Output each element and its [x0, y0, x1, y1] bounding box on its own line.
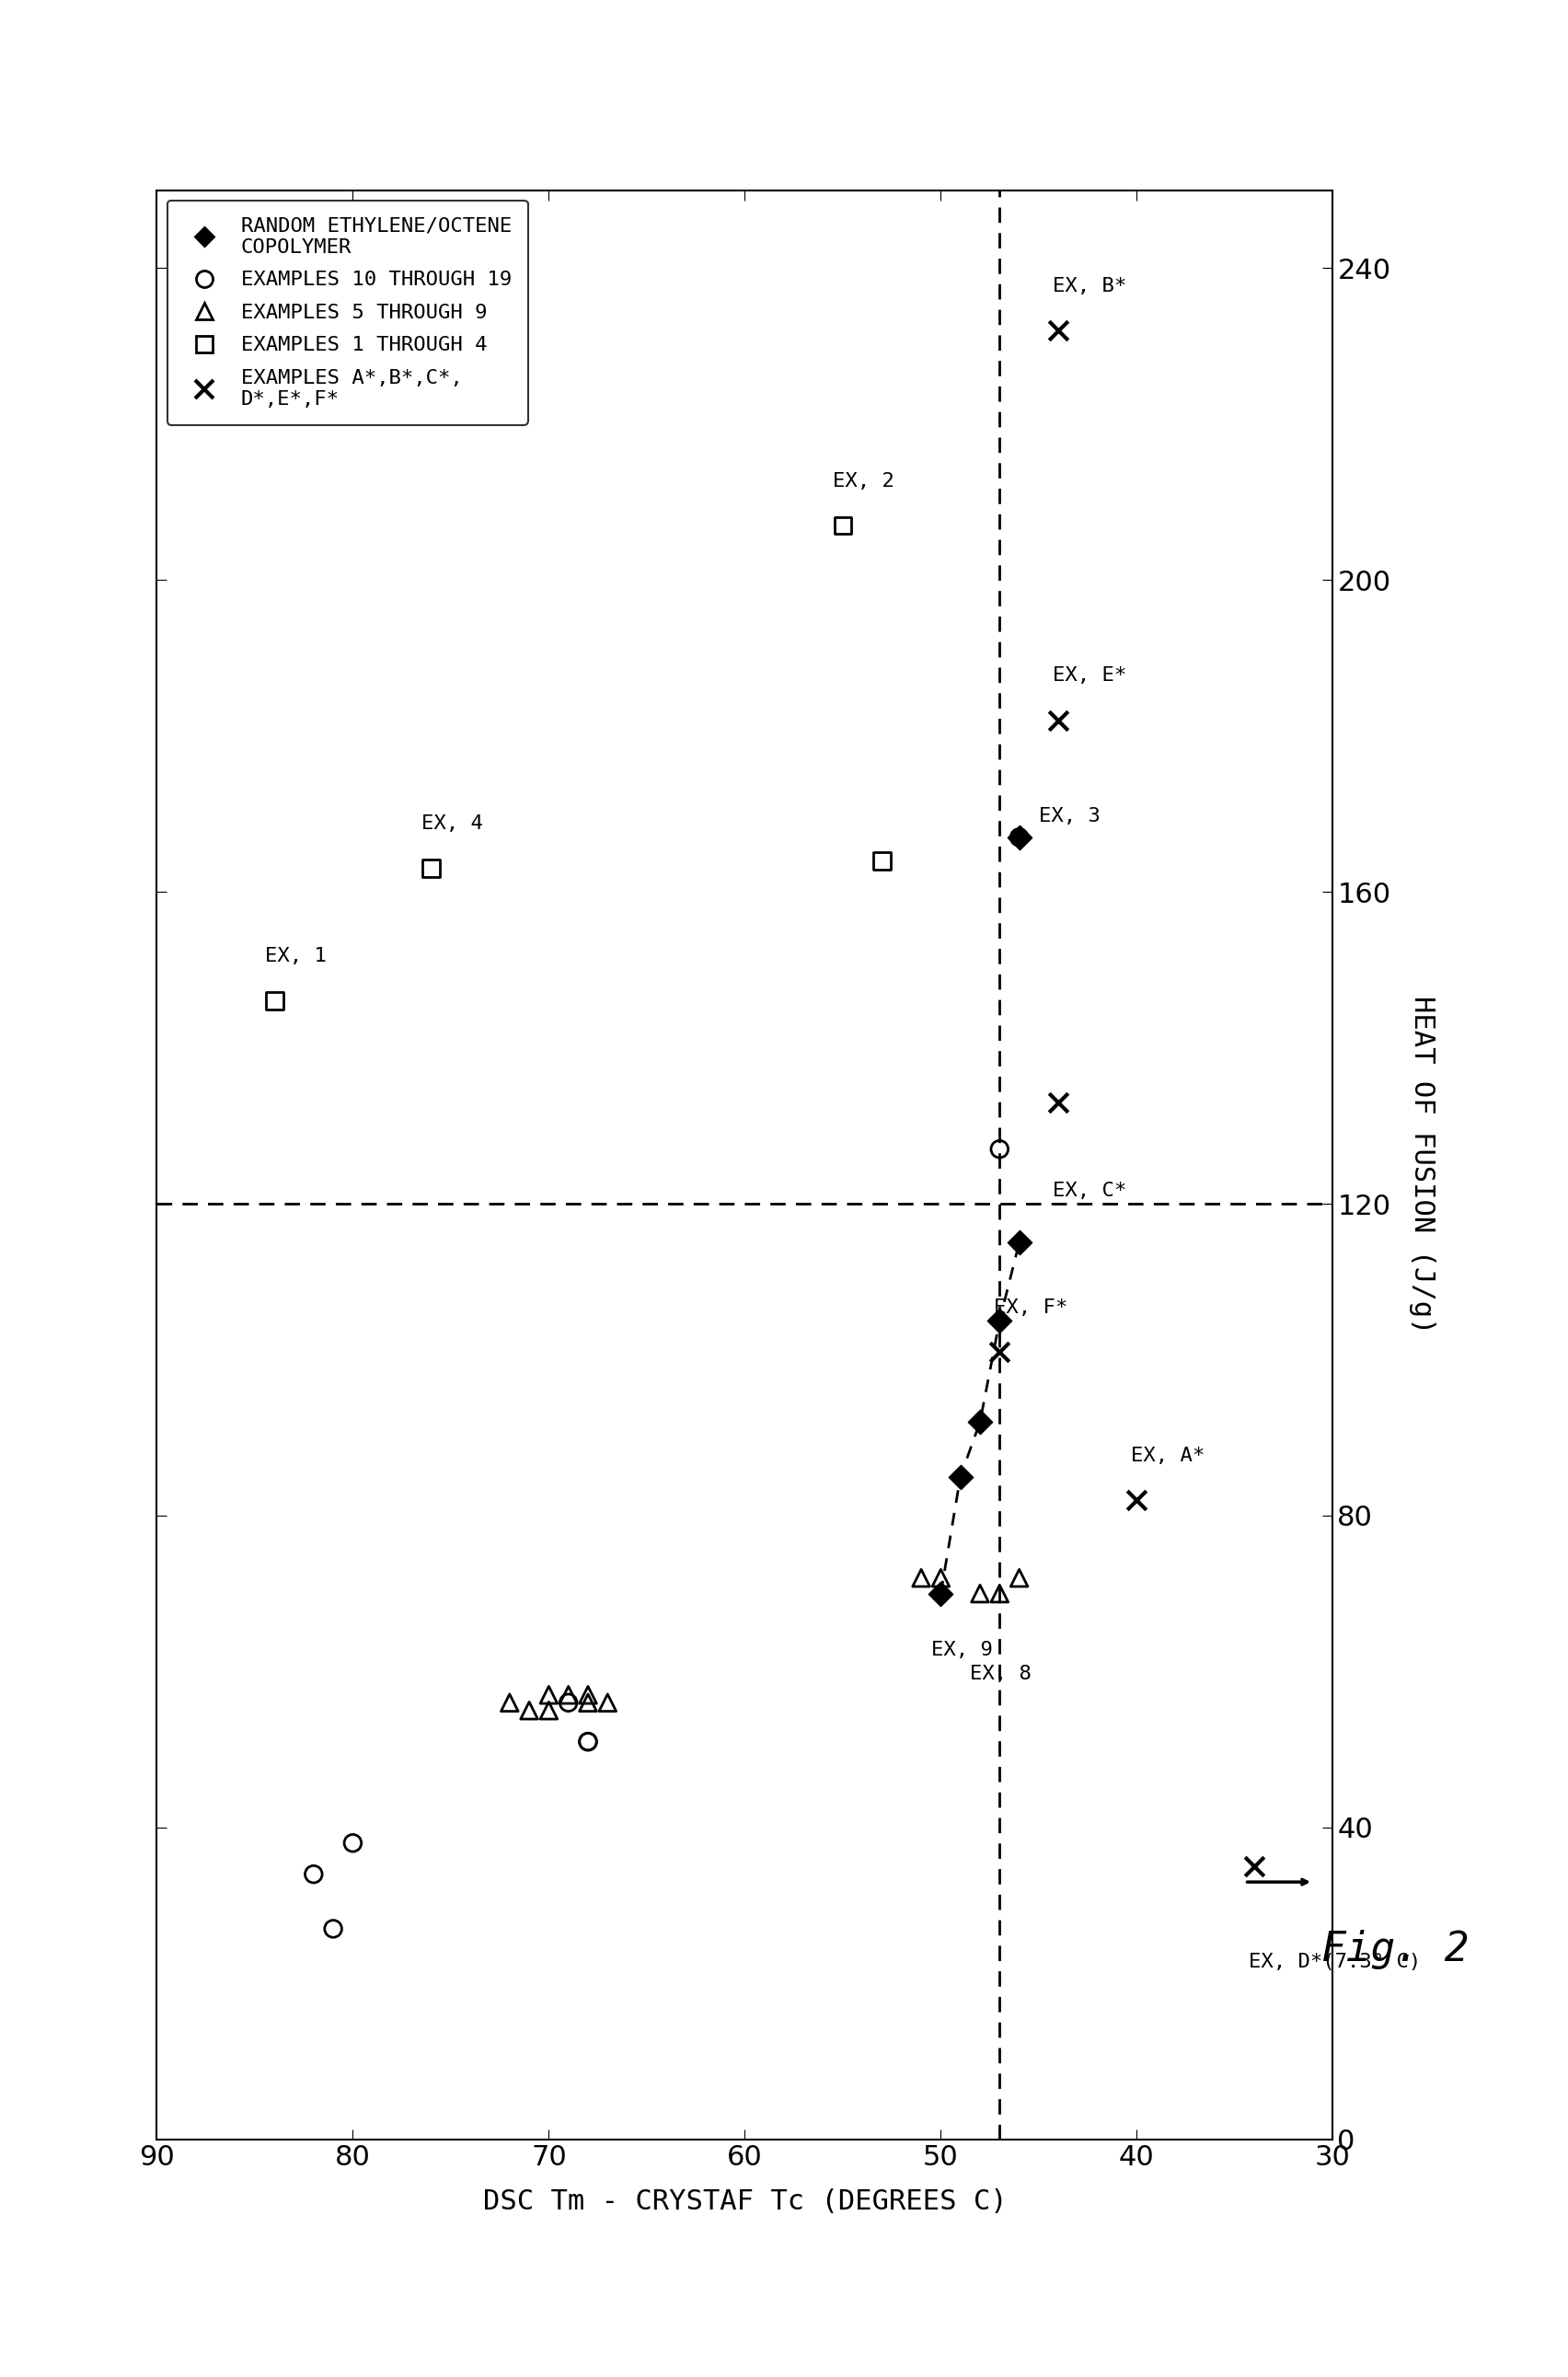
Point: [1046, 701, 1071, 739]
Text: EX, 3: EX, 3: [1038, 806, 1101, 825]
Text: EX, 4: EX, 4: [422, 815, 483, 834]
Point: [497, 1683, 522, 1721]
Point: [928, 1559, 953, 1597]
Point: [575, 1683, 601, 1721]
Legend: RANDOM ETHYLENE/OCTENE
COPOLYMER, EXAMPLES 10 THROUGH 19, EXAMPLES 5 THROUGH 9, : RANDOM ETHYLENE/OCTENE COPOLYMER, EXAMPL…: [168, 200, 528, 425]
Point: [1007, 1559, 1032, 1597]
Point: [986, 1574, 1011, 1612]
Point: [594, 1683, 619, 1721]
Point: [575, 1723, 601, 1761]
Text: EX, 1: EX, 1: [265, 948, 326, 965]
Text: EX, 9: EX, 9: [931, 1640, 993, 1659]
Text: EX, E*: EX, E*: [1052, 666, 1126, 685]
Point: [1007, 818, 1032, 856]
Text: EX, C*: EX, C*: [1052, 1181, 1126, 1200]
Text: EX, F*: EX, F*: [994, 1298, 1068, 1317]
Point: [262, 982, 287, 1020]
Point: [869, 841, 894, 879]
Point: [536, 1676, 561, 1714]
Point: [1242, 1847, 1267, 1885]
Point: [967, 1574, 993, 1612]
Y-axis label: HEAT OF FUSION (J/g): HEAT OF FUSION (J/g): [1408, 996, 1435, 1333]
Text: EX, 8: EX, 8: [971, 1664, 1032, 1683]
Text: EX, B*: EX, B*: [1052, 276, 1126, 295]
Point: [536, 1692, 561, 1730]
Point: [1124, 1481, 1149, 1519]
Point: [575, 1676, 601, 1714]
Point: [340, 1823, 365, 1861]
Point: [301, 1854, 326, 1892]
Point: [908, 1559, 933, 1597]
Text: EX, 2: EX, 2: [833, 471, 894, 490]
Point: [831, 506, 856, 544]
X-axis label: DSC Tm - CRYSTAF Tc (DEGREES C): DSC Tm - CRYSTAF Tc (DEGREES C): [483, 2189, 1007, 2215]
Point: [986, 1303, 1011, 1341]
Point: [555, 1676, 580, 1714]
Point: [947, 1457, 972, 1495]
Point: [419, 849, 444, 887]
Point: [320, 1909, 345, 1947]
Point: [516, 1692, 543, 1730]
Point: [1007, 1224, 1032, 1262]
Point: [967, 1402, 993, 1440]
Point: [575, 1723, 601, 1761]
Text: EX, A*: EX, A*: [1131, 1445, 1204, 1464]
Point: [1007, 818, 1032, 856]
Text: Fig. 2: Fig. 2: [1322, 1930, 1469, 1968]
Point: [986, 1129, 1011, 1167]
Text: EX, D*(7.3° C): EX, D*(7.3° C): [1248, 1954, 1421, 1971]
Point: [1046, 311, 1071, 349]
Point: [928, 1574, 953, 1612]
Point: [555, 1683, 580, 1721]
Point: [1046, 1084, 1071, 1122]
Point: [986, 1333, 1011, 1372]
